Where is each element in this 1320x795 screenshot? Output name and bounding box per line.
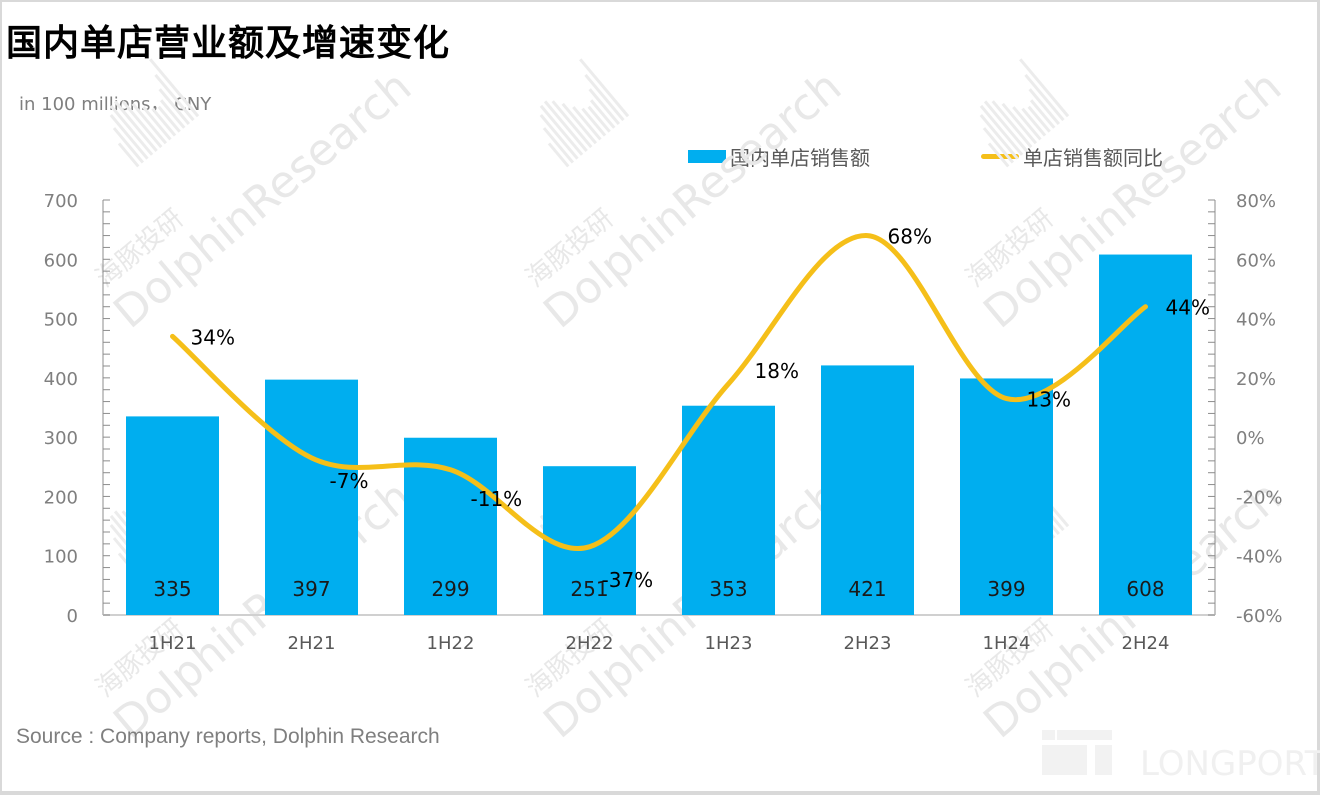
line-value-label: -11% [471,487,523,511]
bar-2H23 [821,365,914,615]
y-left-tick-label: 400 [44,369,78,390]
y-left-tick-label: 600 [44,250,78,271]
bar-value-label: 299 [431,577,469,601]
y-right-tick-label: -20% [1236,487,1283,508]
legend-swatch-bar [688,150,726,163]
y-right-tick-label: 20% [1236,369,1276,390]
y-left-tick-label: 0 [67,606,78,627]
chart-title: 国内单店营业额及增速变化 [6,23,451,64]
y-right-tick-label: -40% [1236,547,1283,568]
x-tick-label: 2H21 [288,633,336,654]
legend-label-line: 单店销售额同比 [1023,146,1163,170]
bar-1H21 [126,416,219,615]
line-series [170,233,1148,552]
legend-label-bar: 国内单店销售额 [730,146,870,170]
line-value-label: 68% [888,225,932,249]
line-value-label: 44% [1166,296,1210,320]
y-left-tick-label: 500 [44,310,78,331]
y-left-tick-label: 700 [44,191,78,212]
y-right-tick-label: 40% [1236,310,1276,331]
longport-logo: LONGPORT [1042,730,1320,784]
line-value-label: -37% [602,568,654,592]
bar-2H21 [265,379,358,615]
bar-value-label: 421 [848,577,886,601]
y-right-tick-label: 80% [1236,191,1276,212]
y-left-tick-label: 100 [44,547,78,568]
bar-series [126,254,1192,616]
svg-text:DolphinResearch: DolphinResearch [104,61,421,338]
bar-2H24 [1099,254,1192,616]
x-tick-label: 2H22 [566,633,614,654]
yoy-growth-line [170,233,1148,552]
x-tick-label: 1H23 [705,633,753,654]
bar-value-label: 399 [987,577,1025,601]
bar-value-label: 608 [1126,577,1164,601]
svg-text:DolphinResearch: DolphinResearch [534,61,851,338]
bar-2H22 [543,466,636,615]
data-labels: 335 397 299 251 353 421 399 608 34% -7% -11% -37% 18… [153,225,1210,601]
bar-value-label: 335 [153,577,191,601]
line-value-label: 34% [191,325,235,349]
unit-label: in 100 millions， CNY [19,94,212,115]
bar-1H23 [682,405,775,615]
y-left-tick-label: 200 [44,487,78,508]
bar-value-label: 353 [709,577,747,601]
bar-value-label: 397 [292,577,330,601]
x-tick-label: 2H23 [844,633,892,654]
legend-item-bar: 国内单店销售额 [688,142,870,171]
line-value-label: 13% [1027,388,1071,412]
source-note: Source : Company reports, Dolphin Resear… [16,725,440,748]
y-right-tick-label: -60% [1236,606,1283,627]
line-value-label: -7% [330,469,369,493]
y-right-tick-label: 60% [1236,250,1276,271]
y-right-tick-label: 0% [1236,428,1265,449]
y-left-tick-label: 300 [44,428,78,449]
bar-value-label: 251 [570,577,608,601]
x-tick-label: 2H24 [1122,633,1170,654]
x-tick-label: 1H22 [427,633,475,654]
line-value-label: 18% [755,359,799,383]
bar-1H24 [960,378,1053,615]
svg-text:LONGPORT: LONGPORT [1140,744,1320,784]
x-tick-label: 1H21 [149,633,197,654]
x-tick-label: 1H24 [983,633,1031,654]
